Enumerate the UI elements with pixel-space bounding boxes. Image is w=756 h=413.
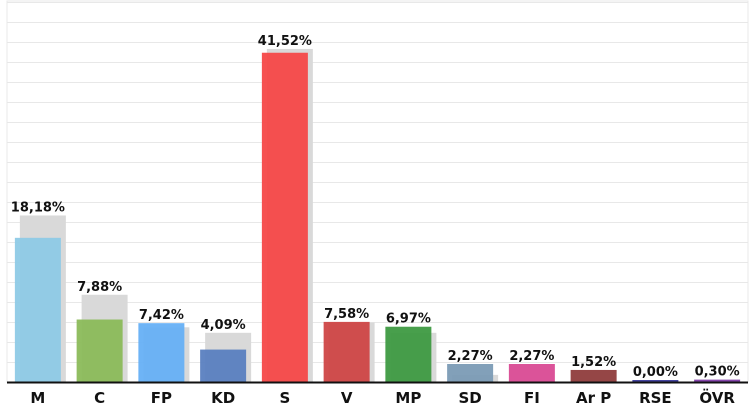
category-label: C (94, 389, 105, 407)
bar (694, 379, 741, 382)
bar (508, 363, 555, 382)
category-label: SD (458, 389, 481, 407)
bar (14, 237, 61, 382)
bar (138, 323, 185, 382)
value-label: 18,18% (11, 200, 65, 215)
value-label: 6,97% (386, 312, 431, 327)
category-label: RSE (639, 389, 672, 407)
bar (323, 321, 370, 382)
bar (76, 319, 123, 382)
bar (261, 52, 308, 382)
value-label: 2,27% (509, 349, 554, 364)
category-label: Ar P (576, 389, 611, 407)
bar (447, 363, 494, 382)
category-label: S (279, 389, 290, 407)
category-label: M (30, 389, 45, 407)
bar (570, 369, 617, 382)
value-label: 2,27% (448, 349, 493, 364)
category-label: MP (395, 389, 421, 407)
bar (200, 349, 247, 382)
category-label: FP (151, 389, 172, 407)
value-label: 4,09% (201, 318, 246, 333)
bar (385, 326, 432, 382)
value-label: 1,52% (571, 355, 616, 370)
bar (632, 380, 679, 382)
value-label: 7,58% (324, 307, 369, 322)
value-label: 41,52% (258, 34, 312, 49)
category-label: KD (211, 389, 235, 407)
value-label: 0,30% (695, 365, 740, 380)
value-label: 7,88% (77, 280, 122, 295)
value-label: 0,00% (633, 365, 678, 380)
plot-area (6, 0, 749, 383)
category-label: ÖVR (699, 388, 735, 407)
category-label: V (341, 389, 353, 407)
value-label: 7,42% (139, 308, 184, 323)
category-label: FI (524, 389, 540, 407)
